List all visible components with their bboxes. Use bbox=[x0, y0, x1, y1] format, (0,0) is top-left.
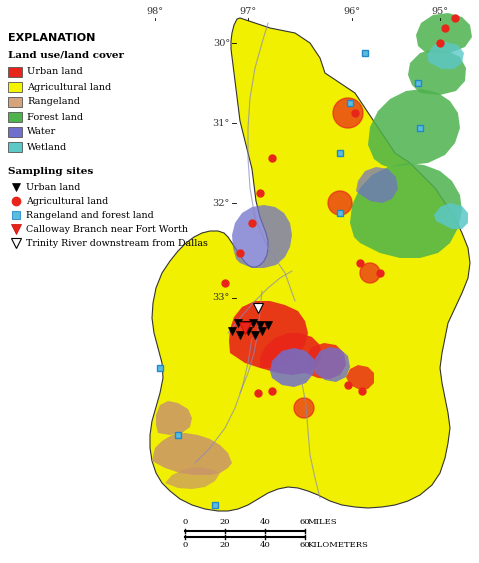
Text: Sampling sites: Sampling sites bbox=[8, 167, 93, 176]
Text: 0: 0 bbox=[182, 518, 188, 526]
Polygon shape bbox=[350, 163, 462, 258]
Text: 60: 60 bbox=[300, 541, 310, 549]
Text: Agricultural land: Agricultural land bbox=[27, 83, 111, 92]
Polygon shape bbox=[150, 18, 470, 511]
Text: 40: 40 bbox=[260, 518, 270, 526]
Polygon shape bbox=[152, 433, 232, 475]
Circle shape bbox=[328, 191, 352, 215]
Polygon shape bbox=[416, 13, 472, 53]
Bar bbox=[8, 82, 22, 92]
Text: Forest land: Forest land bbox=[27, 113, 83, 122]
Text: Urban land: Urban land bbox=[27, 68, 83, 77]
Polygon shape bbox=[232, 205, 292, 268]
Text: MILES: MILES bbox=[308, 518, 338, 526]
Text: 0: 0 bbox=[182, 541, 188, 549]
Polygon shape bbox=[156, 401, 192, 435]
Text: KILOMETERS: KILOMETERS bbox=[308, 541, 369, 549]
Polygon shape bbox=[428, 42, 464, 69]
Text: 33°: 33° bbox=[213, 293, 230, 302]
Bar bbox=[8, 112, 22, 122]
Polygon shape bbox=[368, 89, 460, 167]
Text: Trinity River downstream from Dallas: Trinity River downstream from Dallas bbox=[26, 239, 208, 248]
Polygon shape bbox=[356, 167, 398, 203]
Circle shape bbox=[360, 263, 380, 283]
Text: 60: 60 bbox=[300, 518, 310, 526]
Bar bbox=[8, 142, 22, 152]
Text: Agricultural land: Agricultural land bbox=[26, 196, 108, 205]
Text: 97°: 97° bbox=[240, 7, 257, 16]
Text: Urban land: Urban land bbox=[26, 182, 80, 191]
Text: Rangeland: Rangeland bbox=[27, 97, 80, 106]
Polygon shape bbox=[434, 203, 468, 229]
Bar bbox=[8, 97, 22, 107]
Polygon shape bbox=[314, 347, 350, 382]
Circle shape bbox=[294, 398, 314, 418]
Polygon shape bbox=[165, 467, 220, 489]
Text: 20: 20 bbox=[220, 541, 230, 549]
Bar bbox=[8, 67, 22, 77]
Polygon shape bbox=[260, 333, 322, 375]
Polygon shape bbox=[229, 301, 308, 368]
Text: 98°: 98° bbox=[147, 7, 163, 16]
Text: 95°: 95° bbox=[432, 7, 448, 16]
Text: 96°: 96° bbox=[343, 7, 361, 16]
Polygon shape bbox=[408, 49, 466, 95]
Text: Wetland: Wetland bbox=[27, 142, 67, 151]
Bar bbox=[8, 127, 22, 137]
Text: 40: 40 bbox=[260, 541, 270, 549]
Text: 31°: 31° bbox=[213, 118, 230, 127]
Circle shape bbox=[333, 98, 363, 128]
Text: Calloway Branch near Fort Worth: Calloway Branch near Fort Worth bbox=[26, 225, 188, 234]
Text: Rangeland and forest land: Rangeland and forest land bbox=[26, 211, 154, 220]
Text: EXPLANATION: EXPLANATION bbox=[8, 33, 95, 43]
Polygon shape bbox=[270, 348, 314, 387]
Text: 20: 20 bbox=[220, 518, 230, 526]
Text: 30°: 30° bbox=[213, 38, 230, 47]
Text: Water: Water bbox=[27, 127, 56, 136]
Polygon shape bbox=[346, 365, 374, 390]
Text: Land use/land cover: Land use/land cover bbox=[8, 51, 124, 60]
Text: 32°: 32° bbox=[213, 199, 230, 208]
Polygon shape bbox=[305, 343, 346, 379]
